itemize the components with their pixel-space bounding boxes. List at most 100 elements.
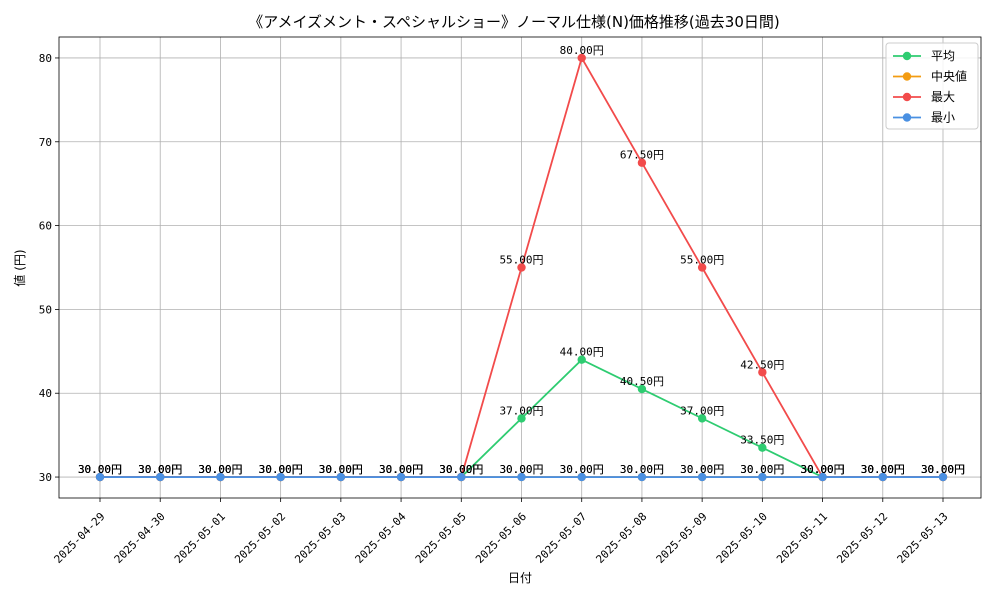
data-label: 30.00円 xyxy=(680,463,724,476)
data-label: 30.00円 xyxy=(138,463,182,476)
data-label: 30.00円 xyxy=(801,463,845,476)
data-point xyxy=(216,472,225,482)
data-point xyxy=(517,472,526,482)
x-tick-label: 2025-05-05 xyxy=(413,510,469,566)
data-label: 30.00円 xyxy=(921,463,965,476)
data-label: 30.00円 xyxy=(921,463,965,476)
x-tick-label: 2025-05-12 xyxy=(834,510,890,566)
x-tick-label: 2025-05-08 xyxy=(593,510,649,566)
legend-marker xyxy=(902,92,912,102)
data-label: 40.50円 xyxy=(620,375,664,388)
x-tick-label: 2025-05-07 xyxy=(533,510,589,566)
data-point xyxy=(457,472,466,482)
data-label: 30.00円 xyxy=(499,463,543,476)
data-point xyxy=(276,472,285,482)
data-labels: 30.00円 30.00円 30.00円 30.00円 30.00円 30.00円 30.0… xyxy=(78,44,965,476)
data-label: 30.00円 xyxy=(259,463,303,476)
data-point xyxy=(336,472,346,482)
y-tick-label: 40 xyxy=(39,387,52,400)
data-label: 30.00円 xyxy=(439,463,483,476)
y-tick-label: 30 xyxy=(39,471,52,484)
data-label: 30.00円 xyxy=(198,463,242,476)
data-label: 30.00円 xyxy=(138,463,182,476)
data-label: 30.00円 xyxy=(379,463,423,476)
data-label: 30.00円 xyxy=(680,463,724,476)
data-label: 44.00円 xyxy=(560,346,604,359)
data-label: 30.00円 xyxy=(861,463,905,476)
data-label: 30.00円 xyxy=(560,463,604,476)
data-label: 30.00円 xyxy=(319,463,363,476)
y-tick-label: 50 xyxy=(39,303,52,316)
chart-title: 《アメイズメント・スペシャルショー》ノーマル仕様(N)価格推移(過去30日間) xyxy=(248,13,779,31)
data-label: 30.00円 xyxy=(198,463,242,476)
data-label: 30.00円 xyxy=(740,463,784,476)
data-label: 30.00円 xyxy=(138,463,182,476)
data-point xyxy=(818,472,827,482)
legend-marker xyxy=(902,113,912,122)
legend-label: 最大 xyxy=(931,90,955,104)
x-axis-label: 日付 xyxy=(508,571,532,585)
data-label: 30.00円 xyxy=(319,463,363,476)
y-tick-label: 70 xyxy=(39,136,52,149)
x-tick-label: 2025-04-29 xyxy=(52,510,108,566)
data-label: 30.00円 xyxy=(138,463,182,476)
data-label: 30.00円 xyxy=(379,463,423,476)
data-label: 30.00円 xyxy=(439,463,483,476)
axes: 2025-04-29 2025-04-30 2025-05-01 2025-05-02… xyxy=(39,36,982,566)
data-label: 30.00円 xyxy=(620,463,664,476)
legend-label: 平均 xyxy=(931,49,955,63)
data-label: 30.00円 xyxy=(198,463,242,476)
data-point xyxy=(697,414,707,423)
data-label: 37.00円 xyxy=(680,404,724,417)
data-label: 30.00円 xyxy=(921,463,965,476)
data-label: 37.00円 xyxy=(499,404,543,417)
x-tick-label: 2025-05-11 xyxy=(774,510,830,566)
data-label: 30.00円 xyxy=(198,463,242,476)
data-point xyxy=(577,355,586,364)
data-label: 33.50円 xyxy=(740,434,784,447)
data-point xyxy=(637,158,647,167)
data-label: 30.00円 xyxy=(861,463,905,476)
legend-label: 最小 xyxy=(931,111,955,125)
y-tick-label: 80 xyxy=(39,52,52,65)
data-label: 30.00円 xyxy=(499,463,543,476)
x-tick-label: 2025-05-03 xyxy=(292,510,348,566)
data-label: 80.00円 xyxy=(560,44,604,57)
x-tick-label: 2025-05-10 xyxy=(714,510,770,566)
data-label: 30.00円 xyxy=(620,463,664,476)
data-label: 30.00円 xyxy=(259,463,303,476)
data-point xyxy=(577,472,586,482)
data-label: 30.00円 xyxy=(259,463,303,476)
x-tick-label: 2025-05-02 xyxy=(232,510,288,566)
x-tick-label: 2025-04-30 xyxy=(112,510,168,566)
data-point xyxy=(517,414,526,423)
data-point xyxy=(758,368,767,377)
data-label: 30.00円 xyxy=(78,463,122,476)
data-point xyxy=(156,472,165,482)
data-label: 30.00円 xyxy=(379,463,423,476)
data-label: 67.50円 xyxy=(620,149,664,162)
data-point xyxy=(577,53,586,63)
grid-lines xyxy=(59,37,981,498)
data-point xyxy=(697,263,707,272)
data-label: 30.00円 xyxy=(801,463,845,476)
x-tick-label: 2025-05-09 xyxy=(654,510,710,566)
y-tick-label: 60 xyxy=(39,220,52,233)
data-point xyxy=(517,263,526,272)
data-label: 55.00円 xyxy=(499,254,543,267)
x-tick-label: 2025-05-01 xyxy=(172,510,228,566)
data-point xyxy=(95,472,105,482)
data-label: 30.00円 xyxy=(439,463,483,476)
data-label: 30.00円 xyxy=(861,463,905,476)
data-point xyxy=(396,472,406,482)
data-label: 30.00円 xyxy=(921,463,965,476)
data-label: 42.50円 xyxy=(740,358,784,371)
y-axis-label: 値 (円) xyxy=(12,249,27,286)
legend-marker xyxy=(902,72,912,81)
data-point xyxy=(697,472,707,482)
data-label: 30.00円 xyxy=(319,463,363,476)
legend-marker xyxy=(902,51,912,61)
data-label: 30.00円 xyxy=(319,463,363,476)
